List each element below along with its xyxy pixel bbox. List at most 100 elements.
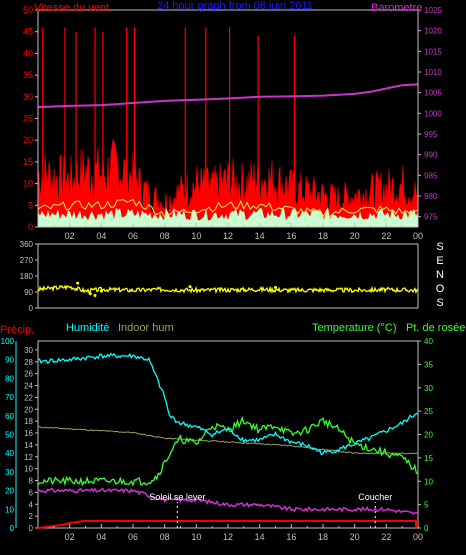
legend-precip: Précip. xyxy=(0,324,34,336)
left2-y-tick-label: 28 xyxy=(24,358,33,367)
wind-y-tick-label: 10 xyxy=(23,179,33,189)
direction-point xyxy=(88,292,92,296)
compass-letter: S xyxy=(436,241,443,253)
wind-y-tick-label: 0 xyxy=(28,222,33,232)
barometer-y-tick-label: 990 xyxy=(424,151,438,160)
barometer-axis-title: Barometre xyxy=(371,2,422,14)
x-tick-label: 16 xyxy=(286,532,296,542)
legend-humidity: Humidité xyxy=(66,322,109,334)
compass-letter: N xyxy=(436,269,444,281)
direction-point xyxy=(76,281,80,285)
temperature-y-tick-label: 40 xyxy=(424,337,433,346)
x-tick-label: 12 xyxy=(223,231,233,241)
direction-point xyxy=(99,289,103,293)
direction-y-tick-label: 360 xyxy=(20,240,34,249)
direction-y-tick-label: 270 xyxy=(20,256,34,265)
left2-y-tick-label: 18 xyxy=(24,417,33,426)
humidity-y-tick-label: 50 xyxy=(5,431,14,440)
left2-y-tick-label: 30 xyxy=(24,346,33,355)
wind-direction-line xyxy=(37,284,419,295)
precipitation-line xyxy=(37,519,418,529)
wind-y-tick-label: 50 xyxy=(23,5,33,15)
x-tick-label: 22 xyxy=(381,532,391,542)
sunset-label: Coucher xyxy=(358,492,392,502)
wind-y-tick-label: 5 xyxy=(28,200,33,210)
x-tick-label: 18 xyxy=(318,532,328,542)
humidity-y-tick-label: 30 xyxy=(5,468,14,477)
wind-y-tick-label: 35 xyxy=(23,70,33,80)
wind-y-tick-label: 30 xyxy=(23,92,33,102)
x-tick-label: 10 xyxy=(191,231,201,241)
barometer-y-tick-label: 1020 xyxy=(424,27,442,36)
x-tick-label: 20 xyxy=(350,532,360,542)
humidity-y-tick-label: 80 xyxy=(5,374,14,383)
x-tick-label: 08 xyxy=(160,532,170,542)
humidity-y-tick-label: 100 xyxy=(1,337,15,346)
wind-y-tick-label: 40 xyxy=(23,48,33,58)
x-tick-label: 02 xyxy=(65,532,75,542)
wind-average-line xyxy=(37,198,419,219)
barometer-y-tick-label: 995 xyxy=(424,130,438,139)
left2-y-tick-label: 4 xyxy=(29,500,34,509)
barometer-y-tick-label: 1015 xyxy=(424,47,442,56)
temperature-y-tick-label: 15 xyxy=(424,454,433,463)
indoor-humidity-line xyxy=(37,426,419,455)
humidity-temperature-panel: 0102030405060708090100024681012141618202… xyxy=(0,322,465,542)
direction-point xyxy=(93,294,97,298)
compass-letter: O xyxy=(436,283,445,295)
temperature-y-tick-label: 20 xyxy=(424,431,433,440)
left2-y-tick-label: 26 xyxy=(24,370,33,379)
barometer-y-tick-label: 1005 xyxy=(424,89,442,98)
x-tick-label: 14 xyxy=(255,532,265,542)
temperature-y-tick-label: 35 xyxy=(424,360,433,369)
barometer-y-tick-label: 980 xyxy=(424,192,438,201)
x-tick-label: 00 xyxy=(413,532,423,542)
temperature-y-tick-label: 5 xyxy=(424,501,429,510)
x-tick-label: 08 xyxy=(160,231,170,241)
barometer-y-tick-label: 1025 xyxy=(424,6,442,15)
humidity-line xyxy=(37,352,419,456)
legend-indoor-hum: Indoor hum xyxy=(118,322,174,334)
dewpoint-line xyxy=(37,487,419,516)
left2-y-tick-label: 8 xyxy=(29,477,34,486)
left2-y-tick-label: 12 xyxy=(24,453,33,462)
humidity-y-tick-label: 70 xyxy=(5,393,14,402)
x-tick-label: 00 xyxy=(413,231,423,241)
legend-dewpoint: Pt. de rosée xyxy=(406,322,465,334)
barometer-y-tick-label: 975 xyxy=(424,213,438,222)
legend-temperature: Temperature (°C) xyxy=(312,322,396,334)
x-tick-label: 10 xyxy=(191,532,201,542)
x-tick-label: 16 xyxy=(286,231,296,241)
x-tick-label: 06 xyxy=(128,532,138,542)
humidity-y-tick-label: 60 xyxy=(5,412,14,421)
barometer-line xyxy=(37,83,419,109)
barometer-y-tick-label: 985 xyxy=(424,171,438,180)
wind-barometer-panel: 0510152025303540455097598098599099510001… xyxy=(23,0,442,241)
direction-y-tick-label: 180 xyxy=(20,272,34,281)
wind-y-tick-label: 20 xyxy=(23,135,33,145)
left2-y-tick-label: 16 xyxy=(24,429,33,438)
left2-y-tick-label: 0 xyxy=(29,524,34,533)
temperature-line xyxy=(37,415,419,487)
wind-y-tick-label: 25 xyxy=(23,114,33,124)
direction-y-tick-label: 0 xyxy=(29,304,34,313)
barometer-y-tick-label: 1010 xyxy=(424,68,442,77)
compass-letter: E xyxy=(436,255,443,267)
x-tick-label: 12 xyxy=(223,532,233,542)
compass-letter: S xyxy=(436,297,443,309)
wind-y-tick-label: 45 xyxy=(23,27,33,37)
direction-y-tick-label: 90 xyxy=(24,288,33,297)
x-tick-label: 14 xyxy=(255,231,265,241)
x-tick-label: 04 xyxy=(96,231,106,241)
barometer-y-tick-label: 1000 xyxy=(424,109,442,118)
left2-y-tick-label: 2 xyxy=(29,512,34,521)
left2-y-tick-label: 20 xyxy=(24,405,33,414)
x-tick-label: 04 xyxy=(96,532,106,542)
left2-y-tick-label: 6 xyxy=(29,488,34,497)
humidity-y-tick-label: 90 xyxy=(5,356,14,365)
x-tick-label: 18 xyxy=(318,231,328,241)
x-tick-label: 20 xyxy=(350,231,360,241)
temperature-y-tick-label: 25 xyxy=(424,407,433,416)
